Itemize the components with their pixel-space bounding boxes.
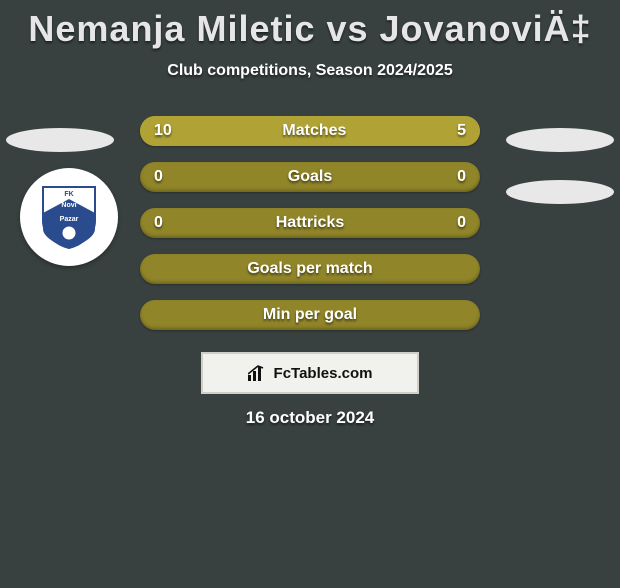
stat-right-value: 0 [457, 214, 480, 232]
content-area: FK Novi Pazar 10Matches50Goals00Hattrick… [0, 108, 620, 348]
svg-text:Novi: Novi [61, 202, 76, 209]
stat-left-value: 10 [140, 122, 172, 140]
player-left-placeholder [6, 128, 114, 152]
stat-row: Goals per match [140, 254, 480, 284]
stat-right-value: 5 [457, 122, 480, 140]
brand-text: FcTables.com [274, 365, 373, 382]
stat-row: 0Goals0 [140, 162, 480, 192]
date-line: 16 october 2024 [0, 408, 620, 428]
brand-box: FcTables.com [201, 352, 419, 394]
page-title: Nemanja Miletic vs JovanoviÄ‡ [0, 8, 620, 50]
player-right-placeholder-2 [506, 180, 614, 204]
player-right-placeholder-1 [506, 128, 614, 152]
stat-row: 0Hattricks0 [140, 208, 480, 238]
club-badge: FK Novi Pazar [20, 168, 118, 266]
stat-label: Hattricks [163, 214, 457, 232]
stat-row: Min per goal [140, 300, 480, 330]
stat-bars: 10Matches50Goals00Hattricks0Goals per ma… [140, 116, 480, 346]
stat-left-value: 0 [140, 168, 163, 186]
stat-label: Min per goal [154, 306, 466, 324]
stat-label: Matches [172, 122, 457, 140]
stat-right-value: 0 [457, 168, 480, 186]
svg-text:FK: FK [64, 191, 73, 198]
svg-text:Pazar: Pazar [60, 216, 79, 223]
stat-left-value: 0 [140, 214, 163, 232]
brand-chart-icon [248, 365, 268, 381]
stat-label: Goals per match [154, 260, 466, 278]
stat-label: Goals [163, 168, 457, 186]
page-subtitle: Club competitions, Season 2024/2025 [0, 62, 620, 80]
club-shield-icon: FK Novi Pazar [41, 185, 97, 249]
stat-row: 10Matches5 [140, 116, 480, 146]
